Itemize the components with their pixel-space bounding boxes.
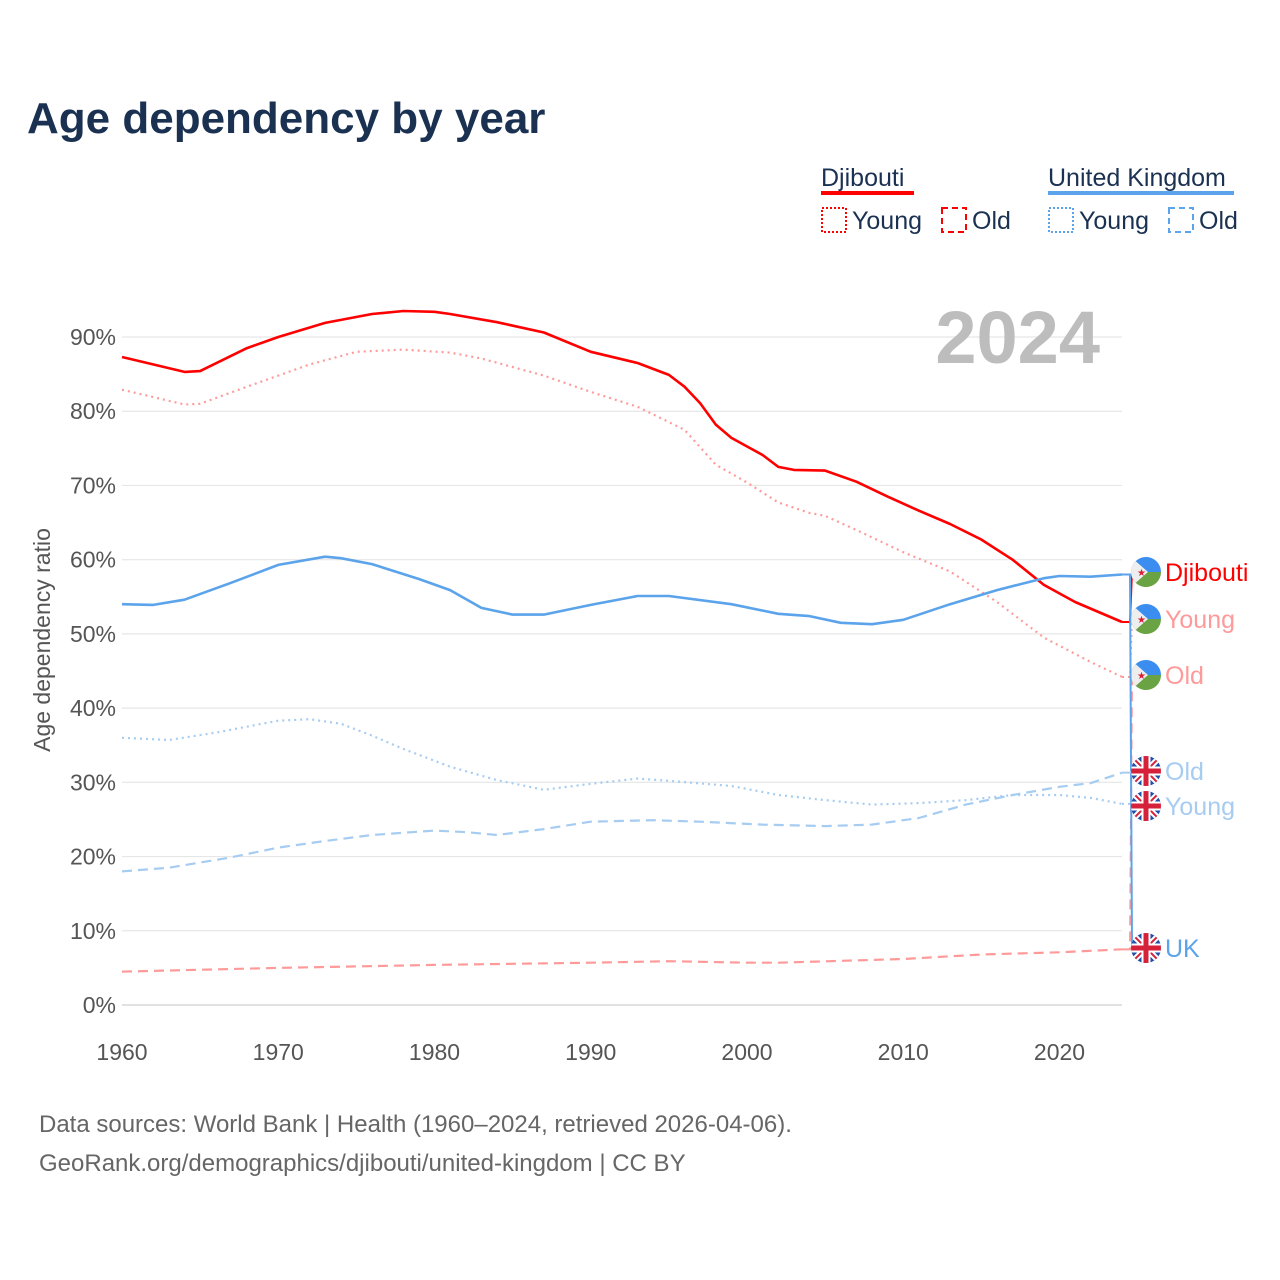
series-line-united-kingdom-young: [121, 718, 1123, 806]
djibouti-flag-icon: ★: [1131, 660, 1161, 690]
y-tick-label: 80%: [70, 398, 116, 424]
x-tick-label: 1990: [565, 1039, 616, 1065]
end-label: Djibouti: [1165, 559, 1248, 587]
legend-djibouti-young[interactable]: Young: [852, 207, 922, 235]
legend-group-djibouti[interactable]: Djibouti: [821, 164, 904, 192]
series-line-djibouti-old: [121, 948, 1123, 973]
year-watermark: 2024: [935, 296, 1100, 379]
y-tick-label: 90%: [70, 324, 116, 350]
end-label: Young: [1165, 606, 1235, 634]
legend-djibouti-old[interactable]: Old: [972, 207, 1011, 235]
legend-djibouti-underline: [821, 191, 914, 195]
x-tick-label: 1970: [253, 1039, 304, 1065]
legend-group-uk[interactable]: United Kingdom: [1048, 164, 1226, 192]
uk-flag-icon: [1131, 933, 1161, 963]
y-tick-label: 0%: [83, 992, 116, 1018]
uk-flag-icon: [1131, 791, 1161, 821]
end-label: Young: [1165, 793, 1235, 821]
legend-dotted-swatch: [821, 207, 847, 233]
label-connector: [1122, 770, 1133, 774]
gridlines: [122, 336, 1122, 1006]
x-tick-label: 2000: [721, 1039, 772, 1065]
svg-text:★: ★: [1137, 615, 1146, 626]
end-label: UK: [1165, 935, 1200, 963]
svg-text:★: ★: [1137, 568, 1146, 579]
footer-source: Data sources: World Bank | Health (1960–…: [39, 1111, 792, 1138]
legend-dashed-swatch: [1168, 207, 1194, 233]
series-line-djibouti-young: [121, 348, 1123, 678]
x-tick-label: 1960: [96, 1039, 147, 1065]
label-connector: [1122, 802, 1133, 807]
y-tick-label: 40%: [70, 695, 116, 721]
footer-link[interactable]: GeoRank.org/demographics/djibouti/united…: [39, 1150, 686, 1177]
label-connector: [1122, 573, 1133, 949]
x-tick-label: 2020: [1034, 1039, 1085, 1065]
legend-uk-underline: [1048, 191, 1234, 195]
y-tick-label: 10%: [70, 918, 116, 944]
svg-text:★: ★: [1137, 671, 1146, 682]
uk-flag-icon: [1131, 756, 1161, 786]
series-line-djibouti: [121, 309, 1123, 624]
label-connector: [1122, 674, 1133, 951]
legend-uk-old[interactable]: Old: [1199, 207, 1238, 235]
legend: Djibouti Young Old United Kingdom Young …: [821, 164, 1238, 235]
series-line-united-kingdom: [121, 555, 1123, 626]
x-tick-label: 2010: [878, 1039, 929, 1065]
y-tick-label: 30%: [70, 769, 116, 795]
y-tick-label: 20%: [70, 844, 116, 870]
series-lines: [121, 309, 1123, 973]
legend-dashed-swatch: [941, 207, 967, 233]
y-axis: 0% 10% 20% 30% 40% 50% 60% 70% 80% 90%: [70, 324, 116, 1018]
end-label: Old: [1165, 758, 1204, 786]
djibouti-flag-icon: ★: [1131, 557, 1161, 587]
x-axis: 1960 1970 1980 1990 2000 2010 2020: [96, 1039, 1085, 1065]
legend-uk-young[interactable]: Young: [1079, 207, 1149, 235]
series-line-united-kingdom-old: [121, 771, 1123, 873]
y-tick-label: 50%: [70, 621, 116, 647]
y-tick-label: 70%: [70, 472, 116, 498]
djibouti-flag-icon: ★: [1131, 604, 1161, 634]
end-label: Old: [1165, 662, 1204, 690]
x-tick-label: 1980: [409, 1039, 460, 1065]
end-labels: ★ Djibouti ★ Young ★ Old UK Young Old: [1122, 557, 1248, 963]
y-axis-label: Age dependency ratio: [29, 528, 55, 752]
chart-title: Age dependency by year: [27, 94, 545, 143]
y-tick-label: 60%: [70, 547, 116, 573]
legend-dotted-swatch: [1048, 207, 1074, 233]
